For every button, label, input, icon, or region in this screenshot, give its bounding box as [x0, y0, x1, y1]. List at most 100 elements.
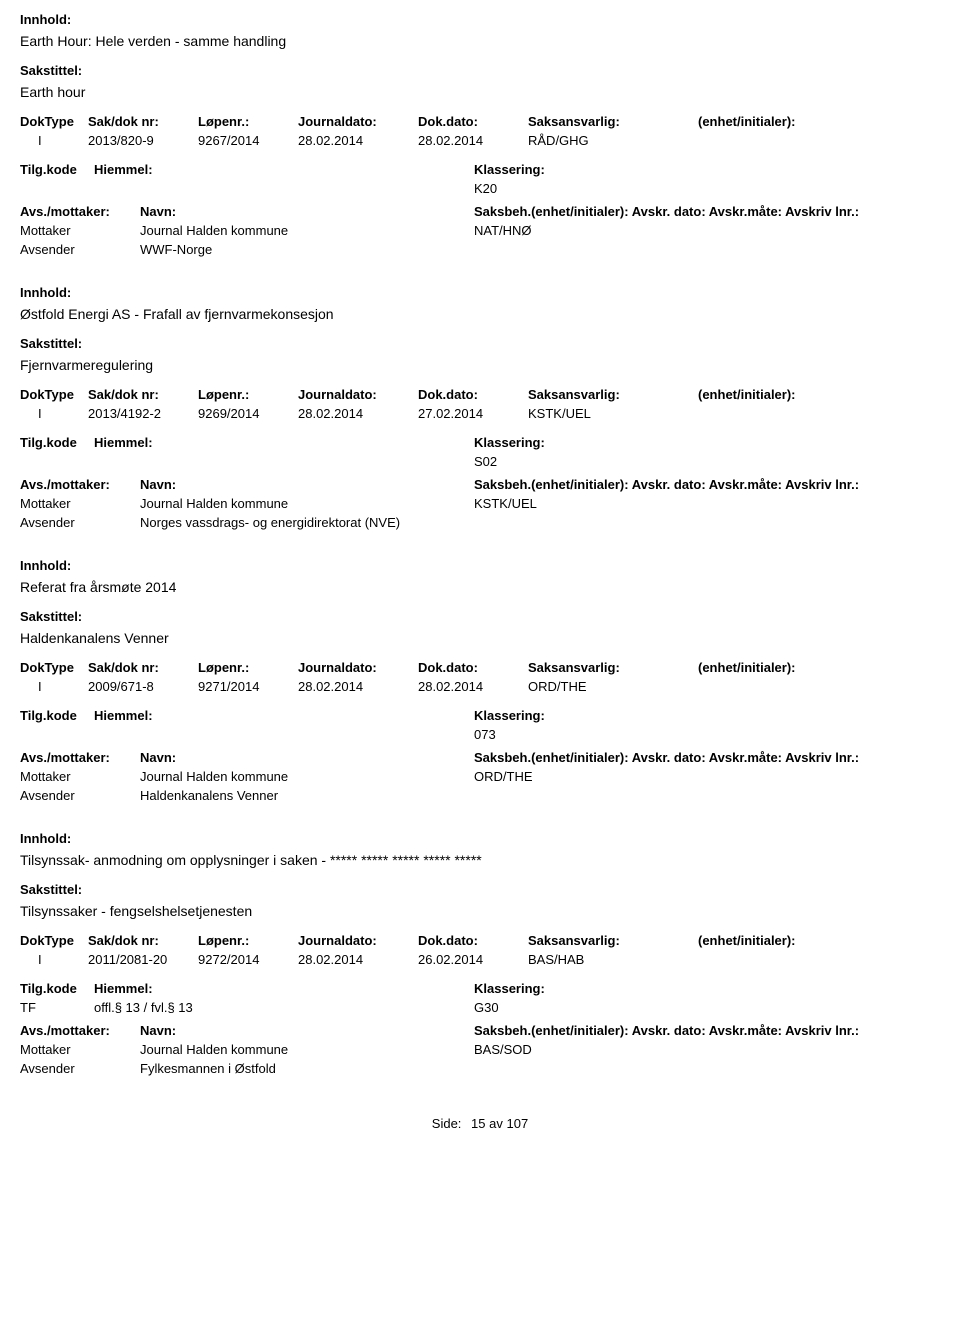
lopenr-header: Løpenr.:	[198, 114, 298, 129]
avsender-role: Avsender	[20, 1061, 140, 1076]
klassering-header: Klassering:	[474, 708, 940, 723]
columns-value-row: I 2013/4192-2 9269/2014 28.02.2014 27.02…	[20, 406, 940, 421]
journal-record: Innhold: Referat fra årsmøte 2014 Saksti…	[20, 558, 940, 803]
journaldato-header: Journaldato:	[298, 660, 418, 675]
hjemmel-value	[94, 181, 474, 196]
sakstittel-label: Sakstittel:	[20, 882, 940, 897]
saksansvarlig-header: Saksansvarlig:	[528, 387, 698, 402]
sakstittel-value: Fjernvarmeregulering	[20, 357, 940, 373]
hjemmel-header: Hiemmel:	[94, 162, 474, 177]
klassering-header: Klassering:	[474, 435, 940, 450]
sakstittel-value: Tilsynssaker - fengselshelsetjenesten	[20, 903, 940, 919]
navn-header: Navn:	[140, 750, 474, 765]
doktype-header: DokType	[20, 114, 88, 129]
enhet-value	[698, 952, 940, 967]
hjemmel-header: Hiemmel:	[94, 435, 474, 450]
navn-header: Navn:	[140, 1023, 474, 1038]
lopenr-value: 9269/2014	[198, 406, 298, 421]
saksansvarlig-value: BAS/HAB	[528, 952, 698, 967]
klassering-header: Klassering:	[474, 981, 940, 996]
mottaker-role: Mottaker	[20, 769, 140, 784]
avsmott-header-row: Avs./mottaker: Navn: Saksbeh.(enhet/init…	[20, 204, 940, 219]
mottaker-role: Mottaker	[20, 223, 140, 238]
lopenr-header: Løpenr.:	[198, 933, 298, 948]
sakdok-header: Sak/dok nr:	[88, 114, 198, 129]
columns-value-row: I 2013/820-9 9267/2014 28.02.2014 28.02.…	[20, 133, 940, 148]
side-label: Side:	[432, 1116, 462, 1131]
enhet-header: (enhet/initialer):	[698, 933, 940, 948]
page-total: 107	[507, 1116, 529, 1131]
hjemmel-value	[94, 727, 474, 742]
avsender-navn: Norges vassdrags- og energidirektorat (N…	[140, 515, 474, 530]
mottaker-navn: Journal Halden kommune	[140, 1042, 474, 1057]
tilg-value-row: S02	[20, 454, 940, 469]
tilg-header-row: Tilg.kode Hiemmel: Klassering:	[20, 162, 940, 177]
journaldato-value: 28.02.2014	[298, 133, 418, 148]
page-of: av	[489, 1116, 503, 1131]
columns-header-row: DokType Sak/dok nr: Løpenr.: Journaldato…	[20, 660, 940, 675]
mottaker-navn: Journal Halden kommune	[140, 769, 474, 784]
mottaker-code: KSTK/UEL	[474, 496, 940, 511]
dokdato-value: 27.02.2014	[418, 406, 528, 421]
tilgkode-value	[20, 727, 94, 742]
tilgkode-header: Tilg.kode	[20, 981, 94, 996]
sakdok-header: Sak/dok nr:	[88, 933, 198, 948]
tilgkode-header: Tilg.kode	[20, 708, 94, 723]
avsender-row: Avsender WWF-Norge	[20, 242, 940, 257]
mottaker-row: Mottaker Journal Halden kommune ORD/THE	[20, 769, 940, 784]
sakstittel-label: Sakstittel:	[20, 63, 940, 78]
klassering-value: G30	[474, 1000, 940, 1015]
tilg-value-row: 073	[20, 727, 940, 742]
journaldato-value: 28.02.2014	[298, 952, 418, 967]
doktype-value: I	[20, 133, 88, 148]
dokdato-value: 28.02.2014	[418, 679, 528, 694]
innhold-label: Innhold:	[20, 558, 940, 573]
avsender-navn: WWF-Norge	[140, 242, 474, 257]
hjemmel-value: offl.§ 13 / fvl.§ 13	[94, 1000, 474, 1015]
dokdato-header: Dok.dato:	[418, 387, 528, 402]
avsender-code	[474, 242, 940, 257]
avsender-role: Avsender	[20, 515, 140, 530]
klassering-value: K20	[474, 181, 940, 196]
journal-record: Innhold: Earth Hour: Hele verden - samme…	[20, 12, 940, 257]
saksbeh-header: Saksbeh.(enhet/initialer): Avskr. dato: …	[474, 477, 940, 492]
innhold-value: Østfold Energi AS - Frafall av fjernvarm…	[20, 306, 940, 322]
doktype-header: DokType	[20, 387, 88, 402]
saksansvarlig-value: KSTK/UEL	[528, 406, 698, 421]
tilg-value-row: TF offl.§ 13 / fvl.§ 13 G30	[20, 1000, 940, 1015]
tilg-header-row: Tilg.kode Hiemmel: Klassering:	[20, 981, 940, 996]
tilg-header-row: Tilg.kode Hiemmel: Klassering:	[20, 708, 940, 723]
journaldato-header: Journaldato:	[298, 114, 418, 129]
sakdok-value: 2009/671-8	[88, 679, 198, 694]
hjemmel-value	[94, 454, 474, 469]
mottaker-row: Mottaker Journal Halden kommune KSTK/UEL	[20, 496, 940, 511]
mottaker-row: Mottaker Journal Halden kommune NAT/HNØ	[20, 223, 940, 238]
journaldato-header: Journaldato:	[298, 387, 418, 402]
mottaker-code: NAT/HNØ	[474, 223, 940, 238]
doktype-value: I	[20, 952, 88, 967]
avsender-navn: Fylkesmannen i Østfold	[140, 1061, 474, 1076]
sakdok-header: Sak/dok nr:	[88, 660, 198, 675]
columns-header-row: DokType Sak/dok nr: Løpenr.: Journaldato…	[20, 933, 940, 948]
hjemmel-header: Hiemmel:	[94, 981, 474, 996]
mottaker-navn: Journal Halden kommune	[140, 223, 474, 238]
saksbeh-header: Saksbeh.(enhet/initialer): Avskr. dato: …	[474, 204, 940, 219]
enhet-header: (enhet/initialer):	[698, 660, 940, 675]
avsmottaker-header: Avs./mottaker:	[20, 1023, 140, 1038]
saksbeh-header: Saksbeh.(enhet/initialer): Avskr. dato: …	[474, 750, 940, 765]
mottaker-navn: Journal Halden kommune	[140, 496, 474, 511]
saksansvarlig-value: RÅD/GHG	[528, 133, 698, 148]
avsender-code	[474, 1061, 940, 1076]
journal-record: Innhold: Østfold Energi AS - Frafall av …	[20, 285, 940, 530]
enhet-value	[698, 679, 940, 694]
columns-header-row: DokType Sak/dok nr: Løpenr.: Journaldato…	[20, 114, 940, 129]
sakstittel-value: Earth hour	[20, 84, 940, 100]
saksbeh-header: Saksbeh.(enhet/initialer): Avskr. dato: …	[474, 1023, 940, 1038]
enhet-header: (enhet/initialer):	[698, 114, 940, 129]
enhet-value	[698, 406, 940, 421]
klassering-value: S02	[474, 454, 940, 469]
enhet-header: (enhet/initialer):	[698, 387, 940, 402]
avsmott-header-row: Avs./mottaker: Navn: Saksbeh.(enhet/init…	[20, 1023, 940, 1038]
dokdato-value: 26.02.2014	[418, 952, 528, 967]
journaldato-value: 28.02.2014	[298, 679, 418, 694]
